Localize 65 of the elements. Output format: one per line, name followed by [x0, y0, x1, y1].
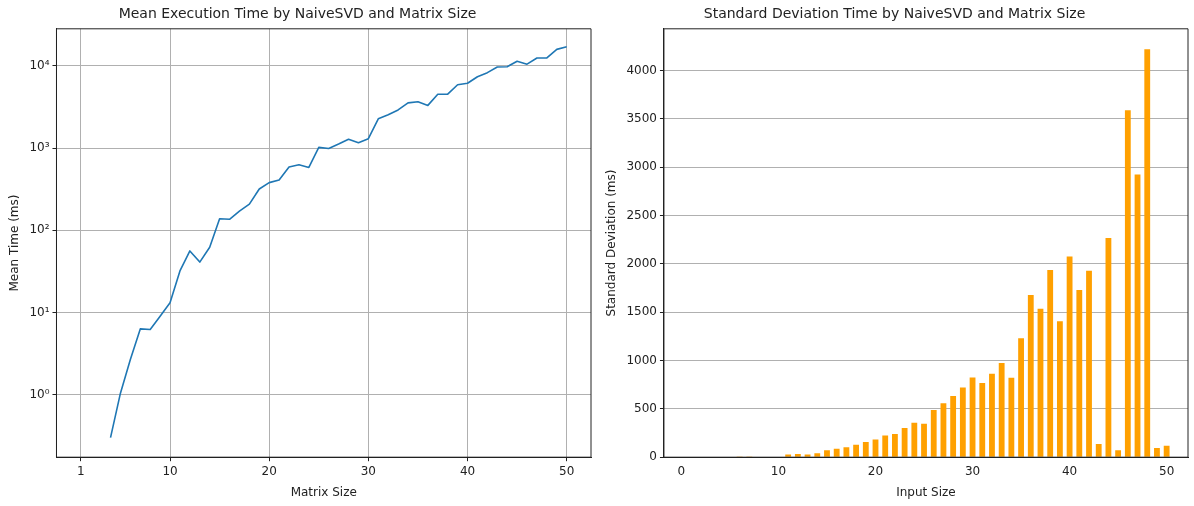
y-axis-title: Mean Time (ms) — [7, 194, 22, 292]
x-axis-title: Input Size — [896, 484, 956, 499]
y-tick-label: 1000 — [626, 352, 657, 367]
bar — [1124, 110, 1131, 457]
x-tick-label: 40 — [1061, 463, 1078, 478]
bar — [989, 373, 995, 457]
bar — [1144, 49, 1151, 457]
bar — [930, 409, 937, 457]
x-tick-label: 30 — [964, 463, 981, 478]
bar — [1076, 290, 1083, 457]
x-tick-label: 0 — [677, 463, 686, 478]
y-tick-label: 2500 — [626, 207, 657, 222]
bar — [921, 423, 927, 457]
bar — [1047, 270, 1054, 457]
x-tick-label: 1 — [76, 463, 85, 478]
bar — [843, 447, 850, 457]
x-tick-label: 10 — [162, 463, 178, 478]
bar — [814, 453, 821, 457]
bar — [911, 422, 918, 457]
bar — [1163, 445, 1170, 457]
y-tick-label: 10² — [29, 222, 50, 237]
bar — [950, 395, 957, 457]
chart-title: Mean Execution Time by NaiveSVD and Matrix Size — [118, 5, 477, 22]
bar — [882, 435, 889, 457]
y-tick-label: 1500 — [626, 304, 657, 319]
bar — [1027, 295, 1034, 457]
y-tick-label: 10¹ — [29, 304, 50, 319]
bar — [901, 428, 908, 457]
bar — [1154, 448, 1160, 457]
x-tick-label: 50 — [1159, 463, 1175, 478]
bar — [785, 454, 792, 457]
bar — [833, 448, 840, 457]
y-tick-label: 3500 — [626, 110, 657, 125]
y-tick-label: 0 — [649, 449, 657, 464]
bar — [1066, 256, 1073, 457]
bar — [853, 444, 860, 457]
x-tick-label: 50 — [559, 463, 575, 478]
x-tick-label: 20 — [261, 463, 277, 478]
bar — [1018, 338, 1024, 457]
y-tick-label: 2000 — [626, 255, 657, 270]
x-tick-label: 40 — [459, 463, 476, 478]
chart-title: Standard Deviation Time by NaiveSVD and Matrix Size — [703, 5, 1086, 22]
bar — [959, 387, 966, 457]
x-axis-title: Matrix Size — [290, 484, 357, 499]
bar — [1008, 377, 1015, 457]
y-tick-label: 3000 — [626, 159, 657, 174]
bar — [1056, 321, 1063, 457]
y-tick-label: 10³ — [29, 140, 50, 155]
x-tick-label: 20 — [867, 463, 884, 478]
bar — [824, 450, 830, 457]
bar — [862, 442, 869, 457]
y-axis-title: Standard Deviation (ms) — [604, 169, 619, 317]
bar — [1115, 450, 1122, 457]
y-tick-label: 10⁴ — [29, 58, 50, 73]
y-tick-label: 500 — [634, 400, 657, 415]
bar — [892, 433, 898, 457]
y-tick-label: 4000 — [626, 62, 657, 77]
x-tick-label: 30 — [360, 463, 377, 478]
x-tick-label: 10 — [770, 463, 787, 478]
bar — [998, 363, 1005, 457]
bar — [1086, 270, 1092, 457]
bar — [1095, 443, 1102, 457]
y-tick-label: 10⁰ — [29, 386, 50, 401]
bar — [979, 383, 986, 457]
bar — [794, 453, 801, 457]
